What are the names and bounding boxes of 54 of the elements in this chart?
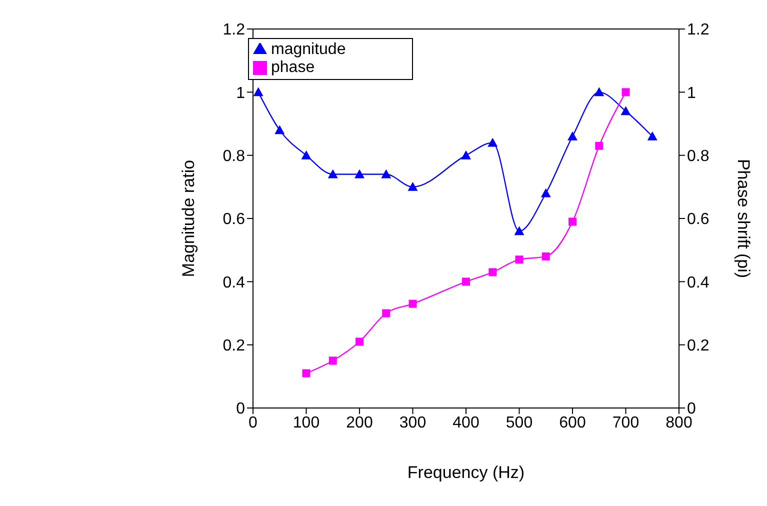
point: [488, 138, 498, 147]
x-tick-label: 300: [399, 414, 426, 432]
point: [595, 142, 604, 150]
y2-axis-title: Phase shrift (pi): [734, 158, 753, 278]
x-tick-label: 600: [559, 414, 586, 432]
point: [647, 131, 658, 140]
y-tick-label: 0: [236, 400, 246, 418]
point: [540, 188, 551, 198]
point: [302, 369, 310, 378]
point: [514, 226, 524, 236]
y2-tick-label: 0.4: [687, 274, 710, 292]
y-tick-label: 0.2: [222, 338, 246, 355]
point: [382, 309, 390, 318]
point: [594, 87, 604, 96]
point: [568, 131, 578, 140]
x-tick-label: 500: [506, 414, 533, 432]
legend-label: magnitude: [271, 41, 346, 58]
point: [620, 106, 631, 116]
point: [462, 278, 470, 286]
y2-tick-label: 0.6: [687, 211, 710, 228]
point: [568, 218, 576, 226]
x-tick-label: 800: [666, 414, 692, 432]
point: [328, 356, 337, 365]
point: [328, 169, 338, 178]
point: [622, 88, 630, 96]
y2-tick-label: 1: [687, 84, 696, 102]
point: [461, 150, 471, 160]
x-tick-label: 400: [452, 414, 480, 432]
y-tick-label: 0.8: [222, 148, 246, 166]
point: [381, 169, 392, 178]
x-tick-label: 0: [248, 414, 258, 432]
y2-tick-label: 0.2: [687, 338, 710, 355]
y-tick-label: 0.4: [222, 274, 246, 292]
legend-label: phase: [271, 59, 315, 76]
point: [408, 300, 417, 308]
y-tick-label: 1.2: [222, 22, 246, 39]
point: [542, 252, 550, 260]
y2-tick-label: 0.8: [687, 148, 710, 166]
point: [253, 87, 264, 96]
y-tick-label: 0.6: [222, 211, 246, 228]
point: [301, 150, 312, 160]
y2-tick-label: 1.2: [687, 22, 710, 39]
point: [274, 125, 285, 134]
x-axis-title: Frequency (Hz): [407, 463, 525, 482]
point: [356, 338, 364, 346]
x-tick-label: 700: [612, 414, 640, 432]
point: [354, 169, 364, 178]
point: [488, 268, 497, 276]
point: [408, 182, 418, 191]
y-tick-label: 1: [236, 84, 246, 102]
x-tick-label: 100: [292, 414, 320, 432]
x-tick-label: 200: [346, 414, 373, 432]
point: [515, 256, 524, 264]
y-axis-title: Magnitude ratio: [179, 160, 198, 278]
